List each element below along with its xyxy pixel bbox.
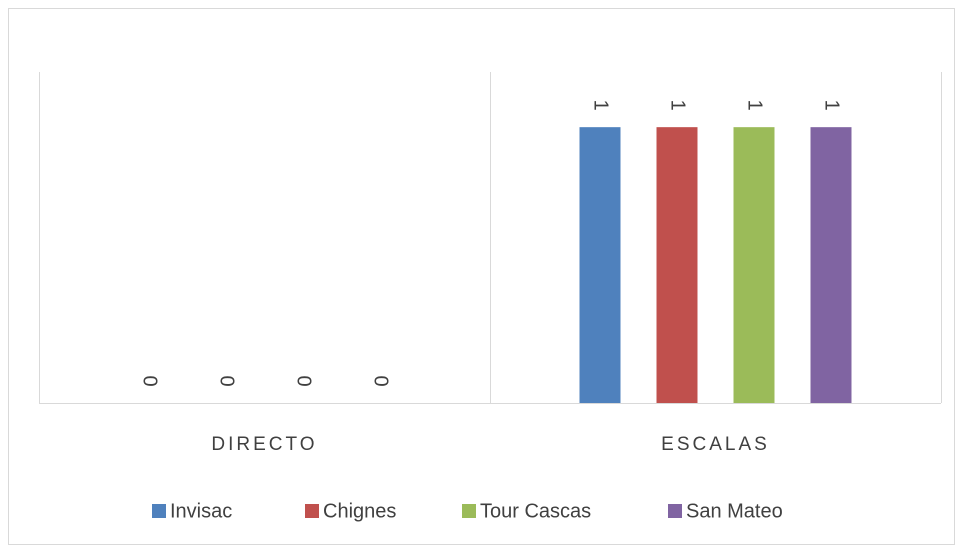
legend-swatch: [462, 504, 476, 518]
legend-label: Invisac: [170, 500, 232, 522]
data-label: 1: [821, 100, 843, 111]
data-label: 0: [139, 375, 161, 386]
legend-swatch: [305, 504, 319, 518]
legend-swatch: [152, 504, 166, 518]
legend-label: San Mateo: [686, 500, 783, 522]
chart-border: [8, 8, 955, 545]
bar: [733, 127, 775, 404]
data-label: 1: [667, 100, 689, 111]
data-label: 1: [744, 100, 766, 111]
legend-swatch: [668, 504, 682, 518]
data-label: 0: [216, 375, 238, 386]
bar: [579, 127, 621, 404]
legend-label: Tour Cascas: [480, 500, 591, 522]
bar: [656, 127, 698, 404]
x-tick-label: DIRECTO: [211, 434, 317, 455]
legend-label: Chignes: [323, 500, 396, 522]
data-label: 0: [370, 375, 392, 386]
x-tick-label: ESCALAS: [661, 434, 770, 455]
data-label: 1: [590, 100, 612, 111]
bar: [810, 127, 852, 404]
data-label: 0: [293, 375, 315, 386]
